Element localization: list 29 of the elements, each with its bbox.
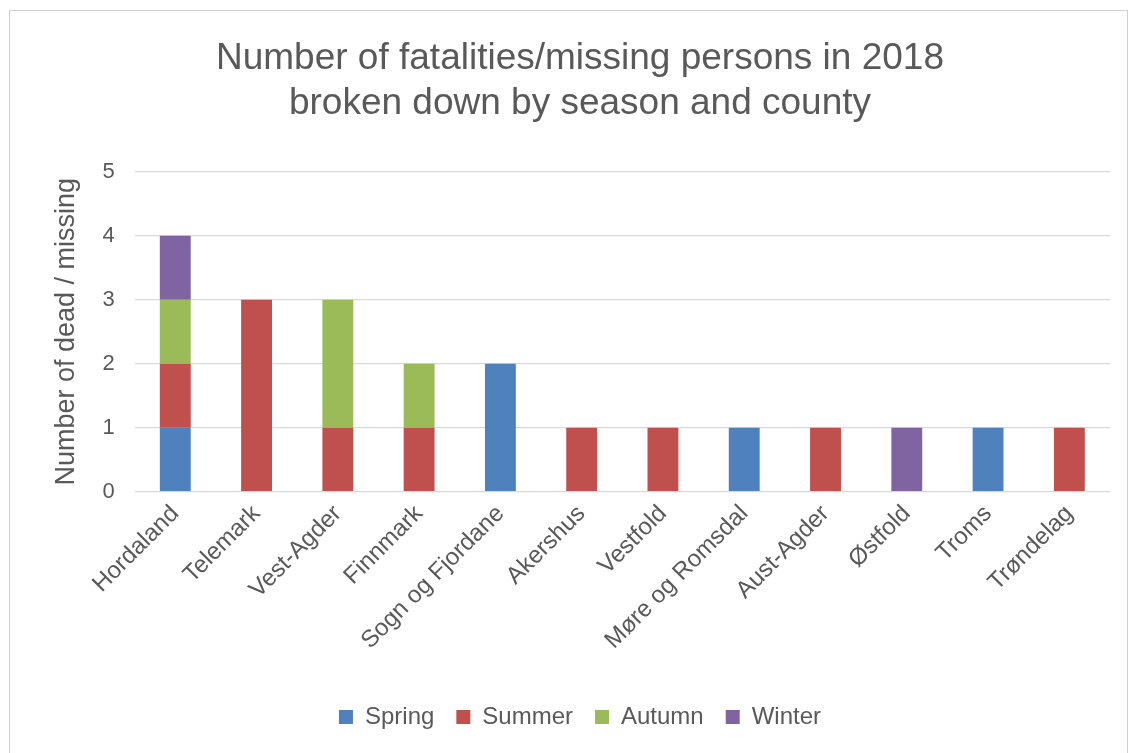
bar: [241, 299, 272, 492]
bar: [159, 299, 191, 364]
y-tick-label: 4: [102, 221, 115, 247]
bar: [647, 427, 679, 492]
bar: [159, 427, 191, 492]
y-axis-title: Number of dead / missing: [49, 177, 80, 486]
bar: [484, 363, 516, 492]
bar: [810, 427, 841, 492]
bar: [322, 427, 354, 492]
y-tick-label: 5: [102, 157, 115, 183]
bar: [159, 363, 191, 428]
bar: [1053, 427, 1085, 492]
y-tick-label: 2: [102, 349, 115, 375]
legend-label: Spring: [364, 701, 435, 729]
y-tick-label: 3: [102, 285, 115, 311]
bar: [403, 363, 435, 428]
bar: [891, 427, 923, 492]
y-tick-label: 0: [102, 477, 115, 503]
legend-label: Autumn: [621, 701, 704, 729]
legend-label: Winter: [751, 701, 822, 729]
legend-label: Summer: [482, 701, 574, 729]
bar: [728, 427, 760, 492]
bar: [566, 427, 598, 492]
bar: [159, 235, 191, 300]
bar: [322, 299, 354, 428]
y-tick-label: 1: [102, 413, 115, 439]
chart-title: Number of fatalities/missing persons in 2018 broken down by season and county: [215, 36, 945, 122]
bar: [403, 427, 435, 492]
bar: [972, 427, 1004, 492]
